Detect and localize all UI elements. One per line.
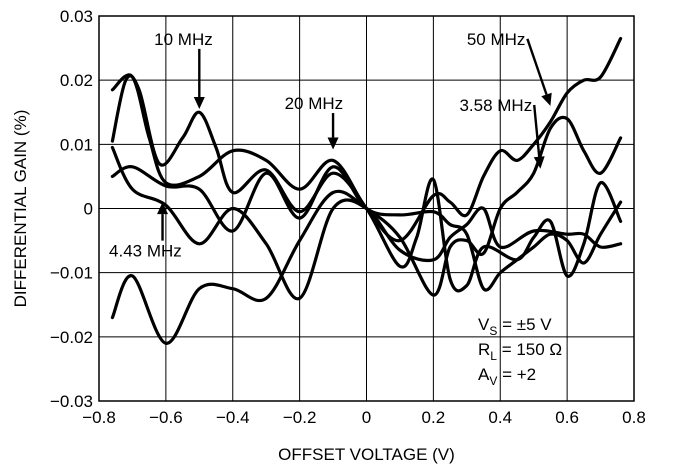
x-tick-label: −0.4 — [216, 408, 250, 427]
label-10-mhz: 10 MHz — [154, 30, 213, 49]
x-tick-label: 0.4 — [488, 408, 512, 427]
curve-4-43-mhz — [110, 165, 623, 292]
arrowhead-4-43-mhz — [157, 202, 169, 215]
test-conditions: VS = ±5 VRL = 150 ΩAV = +2 — [478, 315, 562, 388]
curve-3-58-mhz — [110, 115, 623, 345]
x-tick-label: −0.6 — [149, 408, 183, 427]
curve-50-mhz — [110, 36, 623, 243]
x-tick-label: 0.8 — [622, 408, 646, 427]
y-tick-label: −0.03 — [50, 392, 93, 411]
arrow-3-58-mhz — [533, 104, 541, 157]
y-tick-label: 0.03 — [60, 7, 93, 26]
x-tick-label: 0 — [362, 408, 371, 427]
curve-10-mhz — [110, 74, 623, 293]
condition-line: AV = +2 — [478, 365, 536, 388]
x-tick-label: 0.2 — [422, 408, 446, 427]
arrowhead-50-mhz — [541, 92, 552, 106]
y-tick-label: 0 — [84, 200, 93, 219]
plot-frame — [98, 15, 635, 402]
x-tick-label: −0.8 — [82, 408, 116, 427]
arrowhead-20-mhz — [327, 137, 339, 150]
y-tick-label: 0.02 — [60, 71, 93, 90]
label-4-43-mhz: 4.43 MHz — [109, 242, 182, 261]
tick-labels: −0.8 −0.6 −0.4 −0.2 0 0.2 0.4 0.6 0.8 0.03 0.02 0.0… — [50, 7, 646, 427]
arrowhead-3-58-mhz — [533, 156, 545, 169]
y-axis-title: DIFFERENTIAL GAIN (%) — [11, 110, 30, 308]
x-axis-title: OFFSET VOLTAGE (V) — [278, 445, 455, 464]
label-20-mhz: 20 MHz — [285, 94, 344, 113]
y-tick-label: 0.01 — [60, 135, 93, 154]
label-50-mhz: 50 MHz — [467, 30, 526, 49]
condition-line: VS = ±5 V — [478, 315, 552, 338]
x-tick-label: 0.6 — [555, 408, 579, 427]
label-3-58-mhz: 3.58 MHz — [459, 96, 532, 115]
arrowhead-10-mhz — [193, 97, 205, 110]
y-tick-label: −0.01 — [50, 264, 93, 283]
y-tick-label: −0.02 — [50, 328, 93, 347]
curve-annotations: 10 MHz 20 MHz 50 MHz 3.58 MHz 4.43 MHz — [109, 30, 552, 261]
condition-line: RL = 150 Ω — [478, 340, 562, 363]
data-curves — [110, 36, 623, 345]
x-tick-label: −0.2 — [283, 408, 317, 427]
arrow-50-mhz — [526, 38, 548, 95]
